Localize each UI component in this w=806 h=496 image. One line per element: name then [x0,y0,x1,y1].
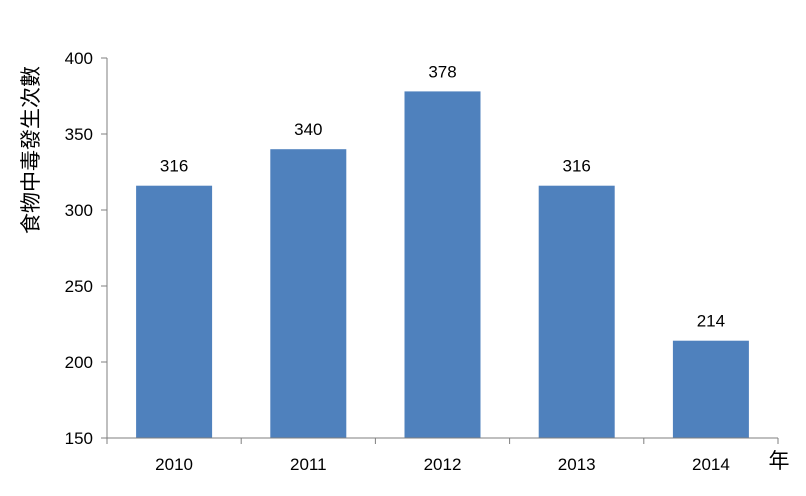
x-tick-label-2013: 2013 [558,455,596,474]
x-tick-label-2011: 2011 [290,455,327,474]
y-tick-label-250: 250 [65,277,93,296]
y-axis-title: 食物中毒發生次數 [19,66,43,234]
data-labels-group: 316 340 378 316 214 [160,62,725,330]
bars-group [136,91,749,439]
data-label-2011: 340 [294,120,322,139]
x-tick-label-2012: 2012 [424,455,462,474]
data-label-2013: 316 [563,157,591,176]
bar-2014 [672,340,749,438]
y-tick-label-300: 300 [65,201,93,220]
y-tick-label-150: 150 [65,429,93,448]
x-tick-label-2010: 2010 [155,455,193,474]
data-label-2012: 378 [428,62,456,81]
y-tick-label-350: 350 [65,125,93,144]
bar-2013 [538,185,615,438]
y-tick-label-400: 400 [65,49,93,68]
x-tick-label-2014: 2014 [692,455,730,474]
x-axis-title: 年 [769,449,790,473]
bar-2010 [136,185,213,438]
y-axis-ticks: 150 200 250 300 350 400 [65,49,107,448]
bar-2012 [404,91,481,439]
data-label-2014: 214 [697,312,725,331]
data-label-2010: 316 [160,157,188,176]
y-tick-label-200: 200 [65,353,93,372]
x-axis-ticks: 2010 2011 2012 2013 2014 [106,438,779,474]
bar-2011 [270,149,347,438]
